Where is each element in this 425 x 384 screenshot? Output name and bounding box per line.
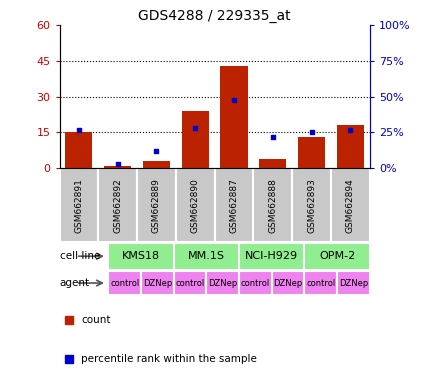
Bar: [304, 243, 370, 270]
Point: [269, 134, 276, 140]
Bar: [292, 168, 331, 242]
Bar: [104, 166, 131, 168]
Text: percentile rank within the sample: percentile rank within the sample: [81, 354, 257, 364]
Text: NCI-H929: NCI-H929: [245, 251, 298, 261]
Bar: [239, 271, 272, 295]
Title: GDS4288 / 229335_at: GDS4288 / 229335_at: [138, 8, 291, 23]
Bar: [176, 168, 215, 242]
Point: [231, 96, 238, 103]
Bar: [221, 66, 248, 168]
Point: [114, 161, 121, 167]
Bar: [108, 243, 174, 270]
Bar: [143, 161, 170, 168]
Bar: [174, 271, 207, 295]
Text: agent: agent: [60, 278, 90, 288]
Text: OPM-2: OPM-2: [319, 251, 355, 261]
Point: [347, 127, 354, 133]
Text: GSM662890: GSM662890: [191, 178, 200, 233]
Text: DZNep: DZNep: [143, 278, 172, 288]
Text: GSM662887: GSM662887: [230, 178, 238, 233]
Text: DZNep: DZNep: [273, 278, 303, 288]
Bar: [108, 271, 141, 295]
Bar: [304, 271, 337, 295]
Bar: [65, 132, 93, 168]
Bar: [215, 168, 253, 242]
Text: control: control: [306, 278, 335, 288]
Text: control: control: [110, 278, 139, 288]
Bar: [137, 168, 176, 242]
Bar: [181, 111, 209, 168]
Point: [76, 127, 82, 133]
Bar: [98, 168, 137, 242]
Text: GSM662889: GSM662889: [152, 178, 161, 233]
Bar: [331, 168, 370, 242]
Text: control: control: [241, 278, 270, 288]
Text: GSM662893: GSM662893: [307, 178, 316, 233]
Bar: [337, 271, 370, 295]
Bar: [298, 137, 325, 168]
Bar: [174, 243, 239, 270]
Bar: [272, 271, 304, 295]
Point: [308, 129, 315, 136]
Text: GSM662888: GSM662888: [268, 178, 277, 233]
Bar: [253, 168, 292, 242]
Text: MM.1S: MM.1S: [188, 251, 225, 261]
Text: DZNep: DZNep: [208, 278, 238, 288]
Text: GSM662892: GSM662892: [113, 178, 122, 233]
Text: DZNep: DZNep: [339, 278, 368, 288]
Bar: [259, 159, 286, 168]
Bar: [141, 271, 174, 295]
Text: KMS18: KMS18: [122, 251, 160, 261]
Bar: [207, 271, 239, 295]
Bar: [60, 168, 98, 242]
Text: GSM662891: GSM662891: [74, 178, 83, 233]
Text: GSM662894: GSM662894: [346, 178, 355, 233]
Point: [192, 125, 198, 131]
Bar: [239, 243, 304, 270]
Point: [153, 148, 160, 154]
Text: cell line: cell line: [60, 251, 100, 261]
Text: count: count: [81, 314, 111, 324]
Text: control: control: [176, 278, 205, 288]
Bar: [337, 125, 364, 168]
